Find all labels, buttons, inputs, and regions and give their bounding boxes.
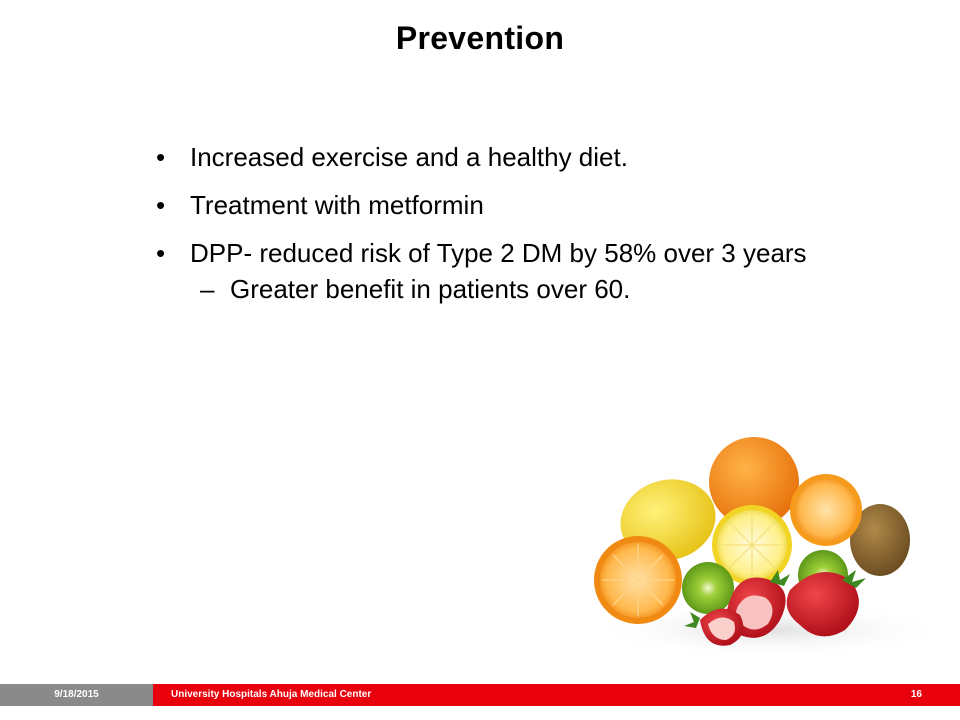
footer-organization: University Hospitals Ahuja Medical Cente… xyxy=(171,689,372,700)
bullet-dot: • xyxy=(156,190,166,220)
footer-bar: 9/18/2015 University Hospitals Ahuja Med… xyxy=(0,684,960,706)
fruit-image xyxy=(590,437,950,658)
slide-title: Prevention xyxy=(395,20,565,56)
sub-bullet-item: – Greater benefit in patients over 60. xyxy=(148,272,878,306)
bullet-list: • Increased exercise and a healthy diet.… xyxy=(148,140,878,306)
bullet-text: DPP- reduced risk of Type 2 DM by 58% ov… xyxy=(190,238,807,268)
page-number: 16 xyxy=(910,689,922,700)
bullet-text: Treatment with metformin xyxy=(190,190,484,220)
bullet-item: • Increased exercise and a healthy diet. xyxy=(148,140,878,174)
footer-org-bar: University Hospitals Ahuja Medical Cente… xyxy=(153,684,960,706)
footer-date: 9/18/2015 xyxy=(0,684,153,706)
bullet-item: • Treatment with metformin xyxy=(148,188,878,222)
bullet-dot: • xyxy=(156,142,166,172)
sub-bullet-dash: – xyxy=(200,274,215,304)
bullet-dot: • xyxy=(156,238,166,268)
bullet-item: • DPP- reduced risk of Type 2 DM by 58% … xyxy=(148,236,878,270)
bullet-text: Increased exercise and a healthy diet. xyxy=(190,142,628,172)
sub-bullet-text: Greater benefit in patients over 60. xyxy=(230,274,631,304)
